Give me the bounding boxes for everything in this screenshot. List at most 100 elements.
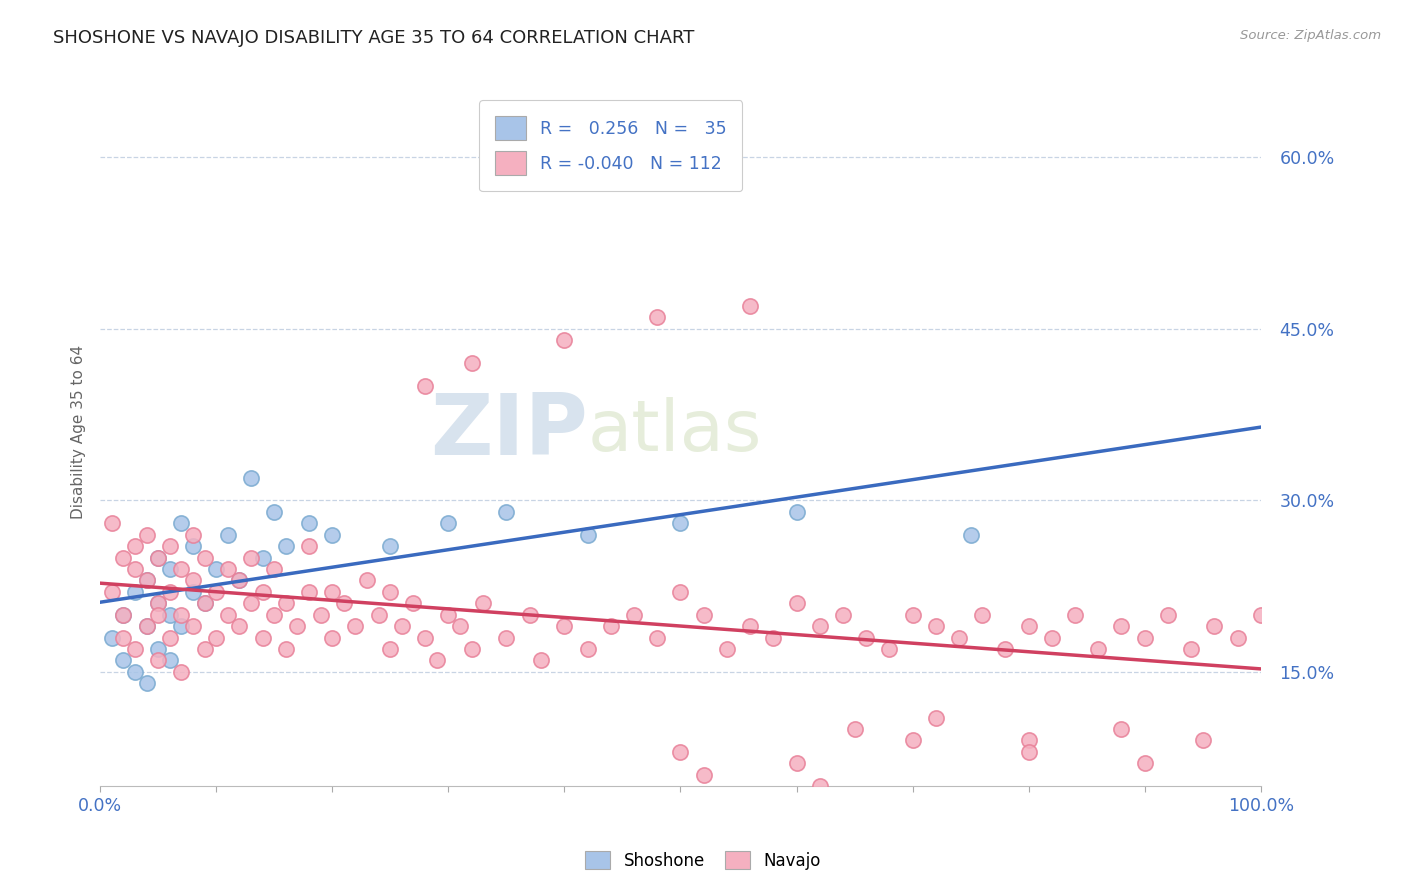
- Point: [367, 607, 389, 622]
- Point: [170, 619, 193, 633]
- Point: [112, 653, 135, 667]
- Point: [159, 631, 181, 645]
- Point: [146, 596, 169, 610]
- Point: [344, 619, 367, 633]
- Point: [645, 631, 668, 645]
- Point: [1204, 619, 1226, 633]
- Point: [170, 607, 193, 622]
- Point: [298, 516, 321, 531]
- Point: [228, 574, 250, 588]
- Point: [762, 631, 785, 645]
- Point: [170, 516, 193, 531]
- Point: [692, 607, 714, 622]
- Point: [217, 607, 239, 622]
- Point: [333, 596, 356, 610]
- Point: [623, 607, 645, 622]
- Point: [135, 574, 157, 588]
- Point: [808, 779, 831, 793]
- Point: [786, 756, 808, 771]
- Point: [194, 550, 217, 565]
- Text: Source: ZipAtlas.com: Source: ZipAtlas.com: [1240, 29, 1381, 42]
- Point: [263, 505, 285, 519]
- Point: [1018, 733, 1040, 747]
- Point: [135, 574, 157, 588]
- Point: [170, 562, 193, 576]
- Point: [519, 607, 541, 622]
- Point: [135, 619, 157, 633]
- Point: [321, 527, 343, 541]
- Point: [240, 470, 263, 484]
- Point: [1157, 607, 1180, 622]
- Point: [495, 631, 517, 645]
- Point: [1087, 642, 1109, 657]
- Point: [263, 607, 285, 622]
- Point: [100, 516, 122, 531]
- Point: [124, 642, 146, 657]
- Point: [786, 505, 808, 519]
- Point: [146, 550, 169, 565]
- Point: [1018, 619, 1040, 633]
- Point: [994, 642, 1017, 657]
- Point: [948, 631, 970, 645]
- Point: [146, 653, 169, 667]
- Legend: Shoshone, Navajo: Shoshone, Navajo: [579, 845, 827, 877]
- Point: [460, 356, 482, 370]
- Point: [844, 722, 866, 736]
- Point: [449, 619, 471, 633]
- Point: [240, 596, 263, 610]
- Point: [716, 642, 738, 657]
- Point: [298, 584, 321, 599]
- Point: [124, 584, 146, 599]
- Point: [252, 550, 274, 565]
- Point: [181, 584, 204, 599]
- Point: [738, 619, 761, 633]
- Point: [855, 631, 877, 645]
- Point: [669, 745, 692, 759]
- Point: [599, 619, 621, 633]
- Point: [321, 631, 343, 645]
- Point: [1040, 631, 1063, 645]
- Point: [146, 607, 169, 622]
- Point: [402, 596, 425, 610]
- Point: [112, 550, 135, 565]
- Point: [1018, 745, 1040, 759]
- Point: [1250, 607, 1272, 622]
- Point: [1064, 607, 1087, 622]
- Point: [274, 596, 297, 610]
- Point: [228, 619, 250, 633]
- Point: [159, 607, 181, 622]
- Point: [925, 619, 948, 633]
- Point: [380, 584, 402, 599]
- Point: [112, 607, 135, 622]
- Point: [240, 550, 263, 565]
- Point: [135, 527, 157, 541]
- Point: [135, 676, 157, 690]
- Point: [380, 642, 402, 657]
- Point: [460, 642, 482, 657]
- Point: [972, 607, 994, 622]
- Point: [159, 539, 181, 553]
- Point: [356, 574, 378, 588]
- Point: [135, 619, 157, 633]
- Point: [100, 631, 122, 645]
- Point: [146, 642, 169, 657]
- Point: [472, 596, 495, 610]
- Point: [181, 619, 204, 633]
- Legend: R =   0.256   N =   35, R = -0.040   N = 112: R = 0.256 N = 35, R = -0.040 N = 112: [479, 100, 742, 191]
- Text: ZIP: ZIP: [430, 391, 588, 474]
- Point: [112, 631, 135, 645]
- Point: [252, 631, 274, 645]
- Point: [1133, 756, 1156, 771]
- Point: [576, 642, 599, 657]
- Point: [959, 527, 981, 541]
- Point: [205, 562, 228, 576]
- Point: [205, 631, 228, 645]
- Point: [194, 642, 217, 657]
- Point: [181, 574, 204, 588]
- Point: [170, 665, 193, 679]
- Point: [205, 584, 228, 599]
- Point: [426, 653, 449, 667]
- Point: [413, 631, 436, 645]
- Point: [553, 334, 575, 348]
- Point: [413, 379, 436, 393]
